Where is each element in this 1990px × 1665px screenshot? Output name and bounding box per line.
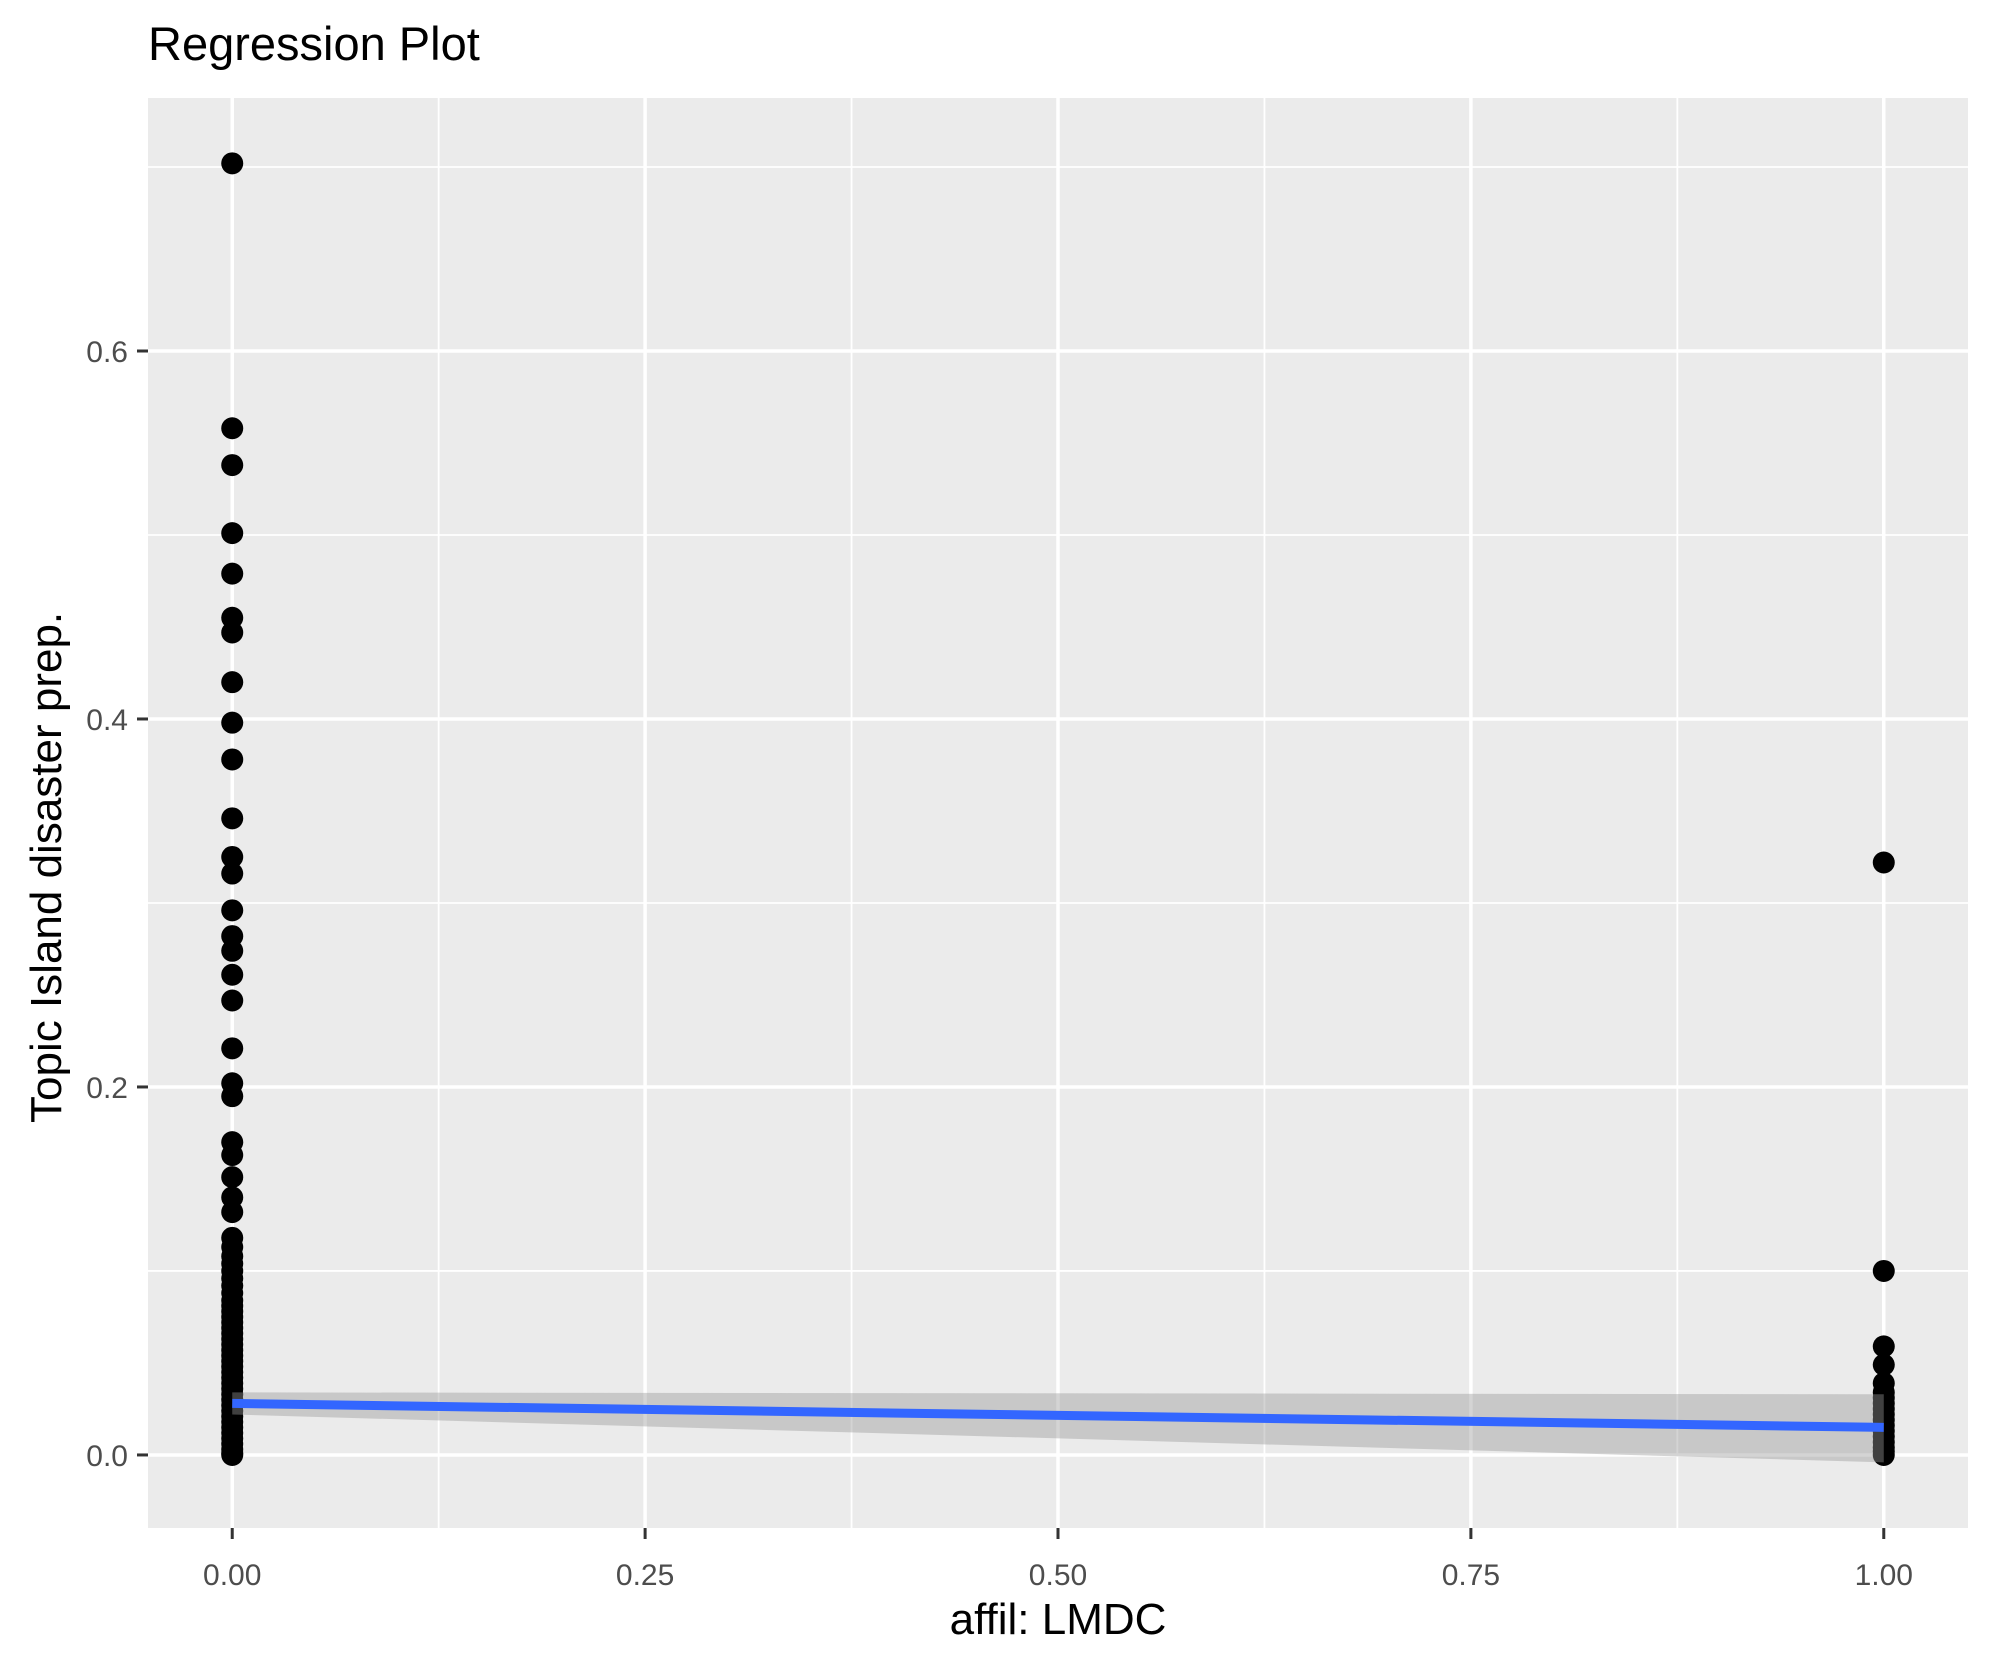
data-point (221, 1166, 244, 1189)
data-point (221, 454, 244, 477)
data-point (221, 1037, 244, 1060)
data-point (221, 748, 244, 771)
data-point (221, 807, 244, 830)
x-axis-label: affil: LMDC (949, 1595, 1167, 1644)
data-point (221, 522, 244, 545)
x-tick-label: 0.50 (1029, 1559, 1087, 1592)
data-point (221, 562, 244, 585)
data-point (221, 862, 244, 885)
data-point (221, 899, 244, 922)
data-point (221, 1201, 244, 1224)
data-point (221, 845, 244, 868)
data-point (221, 621, 244, 644)
data-point (221, 152, 244, 175)
y-tick-label: 0.0 (86, 1440, 128, 1473)
data-point (1872, 1259, 1895, 1282)
data-point (221, 989, 244, 1012)
data-point (221, 711, 244, 734)
data-point (221, 1085, 244, 1108)
data-point (221, 671, 244, 694)
chart-title: Regression Plot (148, 17, 480, 70)
regression-line (232, 1398, 1884, 1432)
data-point (221, 939, 244, 962)
x-tick-label: 1.00 (1855, 1559, 1913, 1592)
data-point (221, 417, 244, 440)
data-point (1872, 1335, 1895, 1358)
data-point (1872, 851, 1895, 874)
y-tick-label: 0.6 (86, 336, 128, 369)
data-point (221, 1144, 244, 1167)
x-tick-label: 0.00 (203, 1559, 261, 1592)
data-point (1872, 1443, 1895, 1466)
x-tick-label: 0.25 (616, 1559, 674, 1592)
data-point (221, 963, 244, 986)
y-tick-label: 0.4 (86, 704, 128, 737)
y-tick-label: 0.2 (86, 1072, 128, 1105)
x-tick-label: 0.75 (1442, 1559, 1500, 1592)
data-point (221, 1443, 244, 1466)
data-point (1872, 1353, 1895, 1376)
